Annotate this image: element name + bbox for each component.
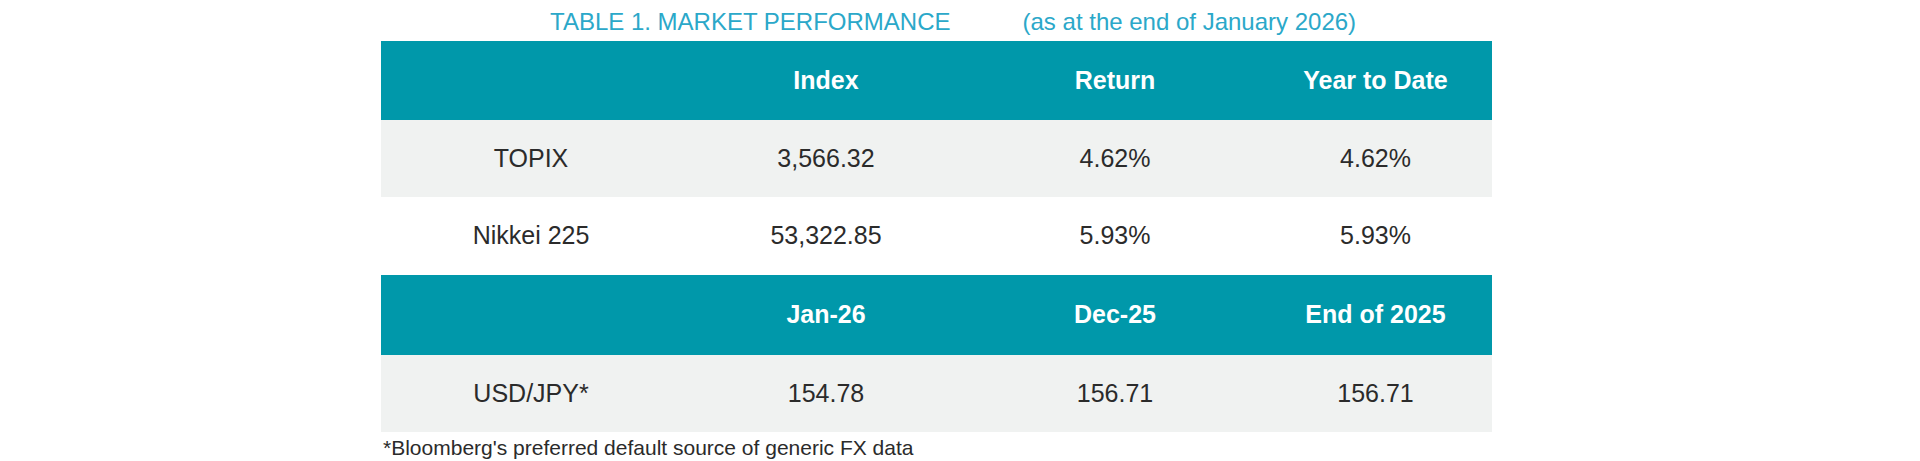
market-performance-page: TABLE 1. MARKET PERFORMANCE (as at the e… (0, 0, 1920, 461)
fx-source-footnote: *Bloomberg's preferred default source of… (383, 436, 913, 460)
table-row-usdjpy: USD/JPY* 154.78 156.71 156.71 (381, 355, 1492, 432)
section1-header-return: Return (971, 67, 1259, 95)
nikkei-index-value: 53,322.85 (681, 222, 971, 250)
section2-header-jan26: Jan-26 (681, 301, 971, 329)
usdjpy-end2025-value: 156.71 (1259, 380, 1492, 408)
section2-header-end2025: End of 2025 (1259, 301, 1492, 329)
section1-header-row: Index Return Year to Date (381, 41, 1492, 120)
topix-index-value: 3,566.32 (681, 145, 971, 173)
section2-header-row: Jan-26 Dec-25 End of 2025 (381, 275, 1492, 355)
table-title-date-suffix: (as at the end of January 2026) (1023, 8, 1357, 36)
section1-header-index: Index (681, 67, 971, 95)
nikkei-return-value: 5.93% (971, 222, 1259, 250)
usdjpy-jan26-value: 154.78 (681, 380, 971, 408)
nikkei-label: Nikkei 225 (381, 222, 681, 250)
section2-header-dec25: Dec-25 (971, 301, 1259, 329)
nikkei-ytd-value: 5.93% (1259, 222, 1492, 250)
table-row-topix: TOPIX 3,566.32 4.62% 4.62% (381, 120, 1492, 197)
table-row-nikkei225: Nikkei 225 53,322.85 5.93% 5.93% (381, 197, 1492, 275)
topix-ytd-value: 4.62% (1259, 145, 1492, 173)
market-performance-table: Index Return Year to Date TOPIX 3,566.32… (381, 41, 1492, 432)
usdjpy-label: USD/JPY* (381, 380, 681, 408)
usdjpy-dec25-value: 156.71 (971, 380, 1259, 408)
topix-return-value: 4.62% (971, 145, 1259, 173)
topix-label: TOPIX (381, 145, 681, 173)
section1-header-ytd: Year to Date (1259, 67, 1492, 95)
table-title: TABLE 1. MARKET PERFORMANCE (as at the e… (550, 8, 1356, 36)
table-title-main: TABLE 1. MARKET PERFORMANCE (550, 8, 951, 36)
